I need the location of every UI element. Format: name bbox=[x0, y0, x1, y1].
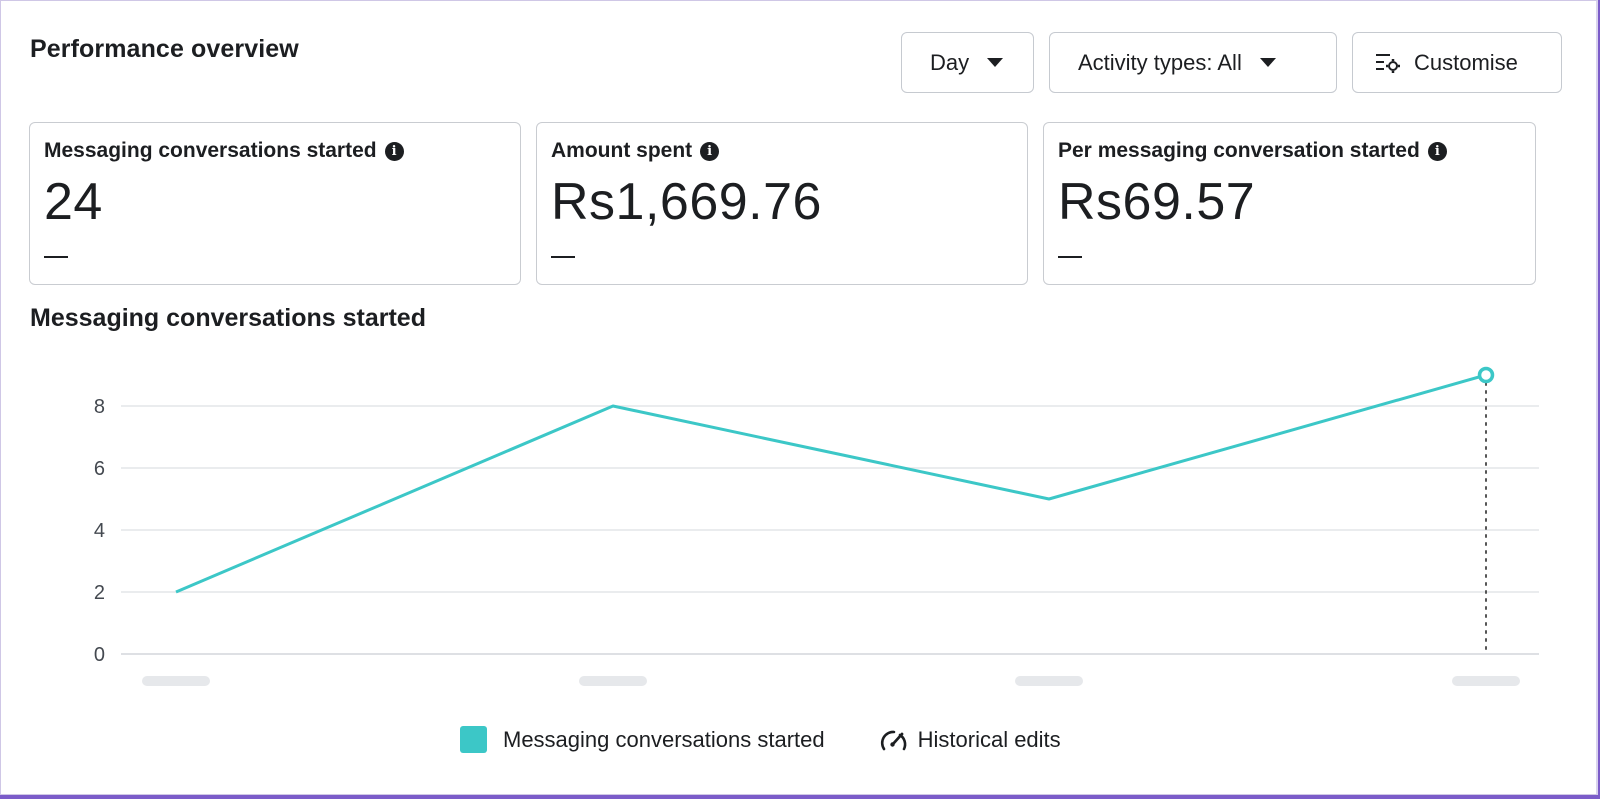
caret-down-icon bbox=[987, 58, 1003, 67]
metric-value: 24 bbox=[44, 172, 506, 232]
y-tick-label: 4 bbox=[94, 520, 105, 542]
y-tick-label: 2 bbox=[94, 582, 105, 604]
day-dropdown-label: Day bbox=[930, 50, 969, 76]
day-dropdown[interactable]: Day bbox=[901, 32, 1034, 93]
metric-card-amount-spent: Amount spent i Rs1,669.76 bbox=[536, 122, 1028, 285]
page-title: Performance overview bbox=[30, 35, 299, 64]
line-chart: 0 2 4 6 8 bbox=[1, 341, 1600, 711]
chart-legend: Messaging conversations started Historic… bbox=[460, 726, 1061, 753]
y-tick-label: 0 bbox=[94, 644, 105, 666]
metric-label-text: Messaging conversations started bbox=[44, 139, 377, 163]
historical-edits-gauge-icon bbox=[880, 727, 908, 753]
metric-card-label: Amount spent i bbox=[551, 139, 1013, 163]
legend-item-series[interactable]: Messaging conversations started bbox=[460, 726, 825, 753]
activity-types-dropdown[interactable]: Activity types: All bbox=[1049, 32, 1337, 93]
legend-swatch bbox=[460, 726, 487, 753]
info-icon[interactable]: i bbox=[1428, 142, 1447, 161]
metric-change-dash bbox=[1058, 256, 1082, 258]
metric-value: Rs1,669.76 bbox=[551, 172, 1013, 232]
info-icon[interactable]: i bbox=[700, 142, 719, 161]
metric-change-dash bbox=[551, 256, 575, 258]
caret-down-icon bbox=[1260, 58, 1276, 67]
metric-value: Rs69.57 bbox=[1058, 172, 1521, 232]
data-point-marker bbox=[1480, 369, 1493, 382]
legend-item-historical-edits[interactable]: Historical edits bbox=[880, 727, 1061, 753]
metric-cards: Messaging conversations started i 24 Amo… bbox=[29, 122, 1536, 285]
legend-series-label: Messaging conversations started bbox=[503, 727, 825, 753]
activity-types-label: Activity types: All bbox=[1078, 50, 1242, 76]
x-tick-label bbox=[142, 676, 210, 686]
metric-card-label: Messaging conversations started i bbox=[44, 139, 506, 163]
series-line bbox=[176, 375, 1486, 592]
y-tick-label: 8 bbox=[94, 396, 105, 418]
x-tick-label bbox=[1015, 676, 1083, 686]
metric-card-conversations: Messaging conversations started i 24 bbox=[29, 122, 521, 285]
metric-card-label: Per messaging conversation started i bbox=[1058, 139, 1521, 163]
legend-edits-label: Historical edits bbox=[918, 727, 1061, 753]
customise-settings-icon bbox=[1375, 52, 1401, 74]
metric-label-text: Per messaging conversation started bbox=[1058, 139, 1420, 163]
x-tick-label bbox=[1452, 676, 1520, 686]
customise-button[interactable]: Customise bbox=[1352, 32, 1562, 93]
metric-card-cost-per-conversation: Per messaging conversation started i Rs6… bbox=[1043, 122, 1536, 285]
toolbar: Day Activity types: All bbox=[901, 32, 1562, 93]
x-tick-label bbox=[579, 676, 647, 686]
metric-change-dash bbox=[44, 256, 68, 258]
customise-label: Customise bbox=[1414, 50, 1518, 76]
chart-title: Messaging conversations started bbox=[30, 304, 426, 333]
metric-label-text: Amount spent bbox=[551, 139, 692, 163]
info-icon[interactable]: i bbox=[385, 142, 404, 161]
y-tick-label: 6 bbox=[94, 458, 105, 480]
